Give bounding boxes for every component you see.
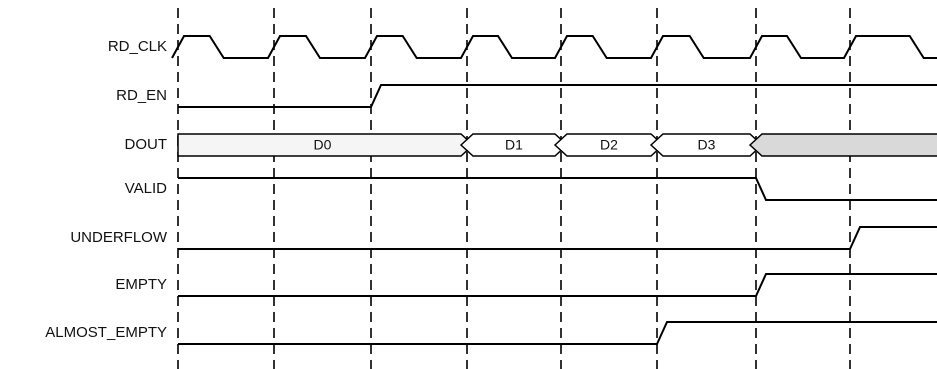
waveform-rd-clk (171, 35, 937, 59)
waveform-almost-empty (178, 321, 937, 345)
signal-label-rd-clk: RD_CLK (108, 38, 167, 55)
bus-segment-undefined (748, 133, 937, 157)
waveform-dout: D0 D1 D2 D3 (177, 133, 937, 157)
waveform-valid (178, 177, 937, 201)
signal-label-empty: EMPTY (115, 276, 167, 293)
waveform-empty (178, 273, 937, 297)
bus-label-d2: D2 (600, 137, 618, 153)
signal-waveforms: D0 D1 D2 D3 (171, 35, 937, 345)
bus-label-d3: D3 (698, 137, 716, 153)
clock-edge-markers (177, 8, 851, 369)
bus-label-d0: D0 (314, 137, 332, 153)
signal-labels: RD_CLK RD_EN DOUT VALID UNDERFLOW EMPTY ALMOST… (45, 38, 168, 341)
waveform-rd-en (178, 84, 937, 108)
bus-label-d1: D1 (505, 137, 523, 153)
signal-label-rd-en: RD_EN (116, 87, 167, 104)
signal-label-almost-empty: ALMOST_EMPTY (45, 324, 167, 341)
signal-label-underflow: UNDERFLOW (70, 229, 168, 246)
signal-label-dout: DOUT (125, 136, 168, 153)
waveform-underflow (178, 226, 937, 250)
signal-label-valid: VALID (125, 180, 167, 197)
